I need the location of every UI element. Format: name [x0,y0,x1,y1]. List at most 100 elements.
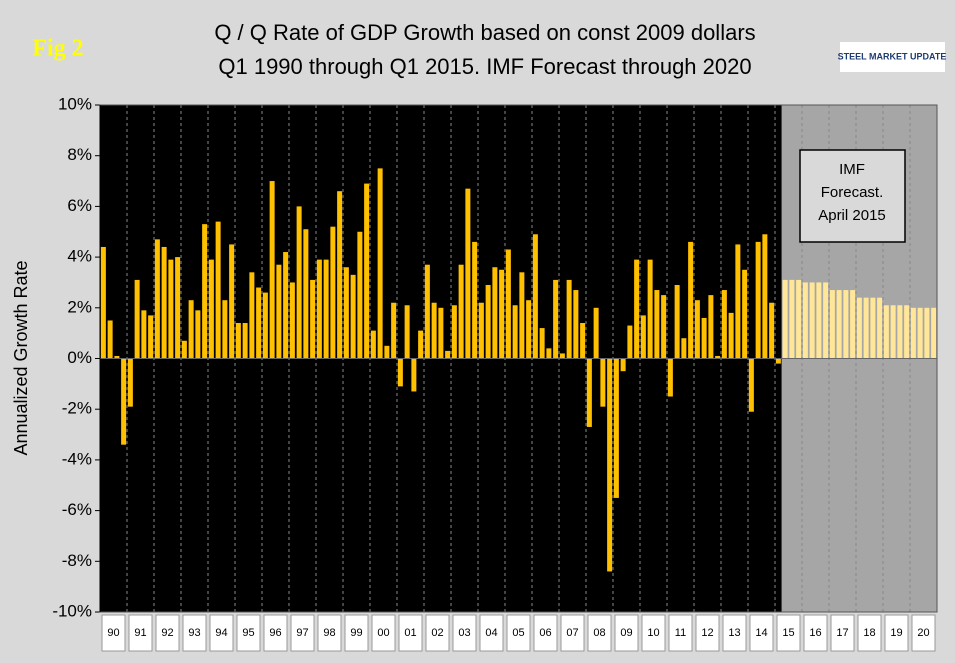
bar [762,234,768,359]
logo-box [840,42,945,72]
bar [694,300,700,359]
bar [620,358,626,372]
bar [181,340,187,359]
x-tick-label: 07 [566,627,578,639]
bar [755,241,761,359]
year-box [749,614,774,652]
bar [823,282,829,359]
bar [809,282,815,359]
year-box [128,614,153,652]
year-box [344,614,369,652]
y-tick-label: 6% [67,196,92,215]
bar [472,241,478,359]
x-tick-label: 13 [728,627,740,639]
year-box [911,614,936,652]
year-box [857,614,882,652]
bar [870,297,876,359]
x-tick-label: 20 [917,627,929,639]
x-tick-label: 90 [107,627,119,639]
bar [580,323,586,359]
bar [782,279,788,359]
year-box [398,614,423,652]
bar [343,267,349,359]
year-box [695,614,720,652]
year-box [776,614,801,652]
y-tick-label: 2% [67,297,92,316]
bar [661,295,667,359]
bar [519,272,525,359]
year-box [506,614,531,652]
bar [775,358,781,364]
annotation-box [799,149,906,243]
bar [384,345,390,359]
bar [208,259,214,359]
year-box [236,614,261,652]
bar [634,259,640,359]
bar [175,257,181,359]
x-tick-label: 01 [404,627,416,639]
bar [127,358,133,407]
bar [796,279,802,359]
bar [154,239,160,359]
y-tick-label: -6% [62,500,92,519]
bar [843,290,849,359]
x-tick-label: 18 [863,627,875,639]
bar [863,297,869,359]
bar [897,305,903,359]
bar [141,310,147,359]
year-box [452,614,477,652]
bar [890,305,896,359]
bar [829,290,835,359]
x-tick-label: 09 [620,627,632,639]
year-box [884,614,909,652]
x-tick-label: 95 [242,627,254,639]
y-tick-label: -4% [62,449,92,468]
bar [229,244,235,359]
bar [249,272,255,359]
year-box [101,614,126,652]
x-tick-label: 06 [539,627,551,639]
bar [802,282,808,359]
bar [121,358,127,445]
x-tick-label: 15 [782,627,794,639]
x-tick-label: 93 [188,627,200,639]
bar [593,307,599,359]
bar [316,259,322,359]
year-box [479,614,504,652]
x-tick-label: 17 [836,627,848,639]
bar [431,302,437,359]
bar [573,290,579,359]
year-box [614,614,639,652]
bar [512,305,518,359]
bar [269,181,275,359]
bar [256,287,262,359]
bar [789,279,795,359]
y-tick-label: 4% [67,247,92,266]
bar [505,249,511,359]
bar [424,264,430,359]
bar [613,358,619,498]
bar [701,317,707,359]
bar [667,358,673,397]
bar [451,305,457,359]
x-tick-label: 02 [431,627,443,639]
bar [559,353,565,359]
bar [492,267,498,359]
bar [276,264,282,359]
bar [586,358,592,427]
bar [134,279,140,359]
bar [681,338,687,359]
bar [917,307,923,359]
year-box [560,614,585,652]
x-tick-label: 16 [809,627,821,639]
y-axis-label: Annualized Growth Rate [11,260,31,455]
bar [546,348,552,359]
bar [735,244,741,359]
x-tick-label: 03 [458,627,470,639]
x-tick-label: 14 [755,627,767,639]
bar [364,183,370,359]
bar [330,226,336,359]
bar [647,259,653,359]
bar [931,307,937,359]
